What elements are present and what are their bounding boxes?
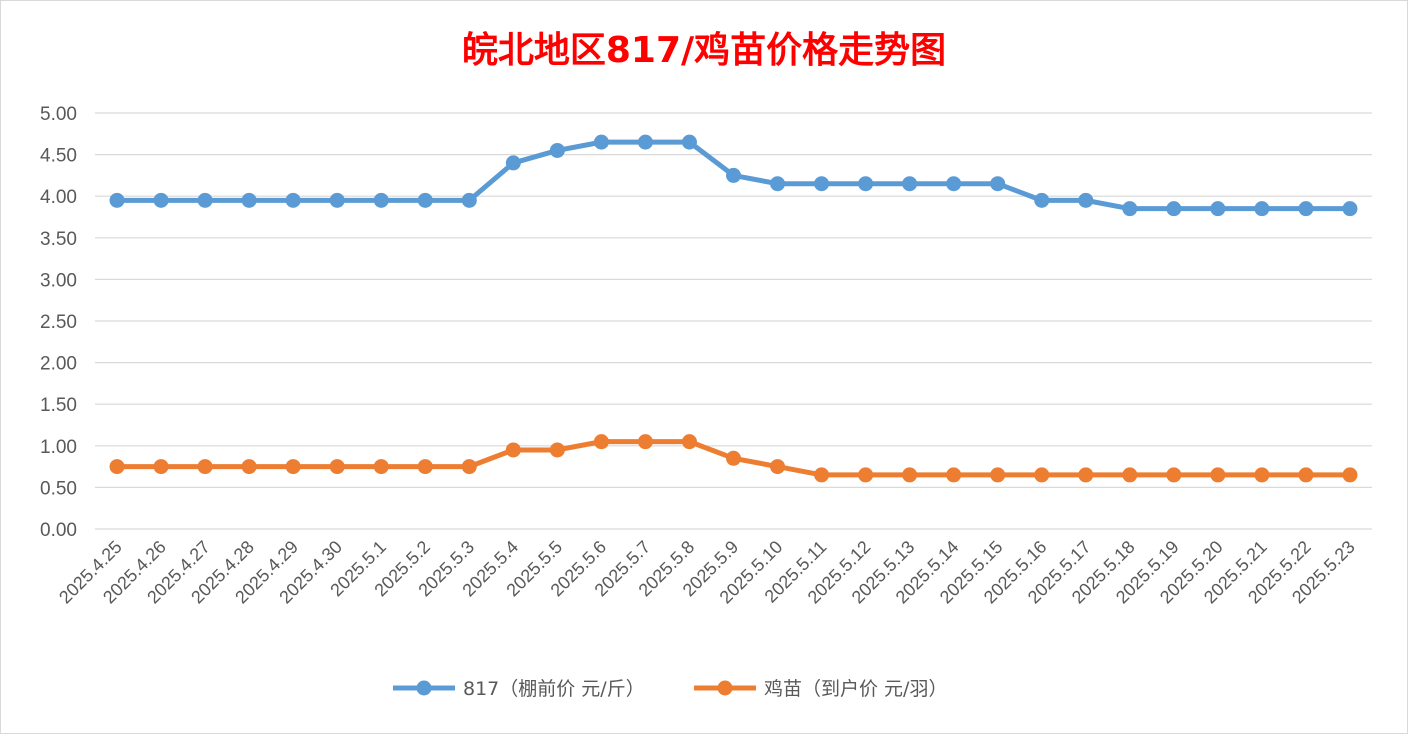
y-tick-label: 3.00 <box>40 270 77 291</box>
series-1 <box>109 134 1358 217</box>
legend-item-2: 鸡苗（到户价 元/羽） <box>694 678 947 700</box>
y-tick-label: 1.50 <box>40 395 77 416</box>
data-point <box>1254 201 1270 217</box>
data-point <box>285 459 301 475</box>
chart-title: 皖北地区817/鸡苗价格走势图 <box>462 30 946 71</box>
data-point <box>770 459 786 475</box>
y-tick-label: 5.00 <box>40 104 77 125</box>
legend-swatch-marker <box>717 680 733 696</box>
data-point <box>1078 192 1094 208</box>
data-point <box>770 176 786 192</box>
data-point <box>637 134 653 150</box>
y-tick-label: 4.50 <box>40 146 77 167</box>
data-point <box>1298 467 1314 483</box>
data-point <box>285 192 301 208</box>
data-point <box>902 467 918 483</box>
data-point <box>417 192 433 208</box>
data-point <box>814 176 830 192</box>
data-point <box>549 142 565 158</box>
data-point <box>329 192 345 208</box>
data-point <box>197 459 213 475</box>
data-point <box>1122 467 1138 483</box>
data-point <box>329 459 345 475</box>
data-point <box>417 459 433 475</box>
series-lines <box>109 134 1358 483</box>
data-point <box>593 434 609 450</box>
data-point <box>1034 192 1050 208</box>
legend-label: 817（棚前价 元/斤） <box>463 678 645 700</box>
data-point <box>153 459 169 475</box>
data-point <box>1254 467 1270 483</box>
data-point <box>1122 201 1138 217</box>
data-point <box>505 155 521 171</box>
series-2 <box>109 434 1358 483</box>
data-point <box>946 176 962 192</box>
y-tick-label: 1.00 <box>40 437 77 458</box>
data-point <box>1210 467 1226 483</box>
y-tick-label: 3.50 <box>40 229 77 250</box>
data-point <box>946 467 962 483</box>
y-tick-label: 2.00 <box>40 354 77 375</box>
data-point <box>241 192 257 208</box>
data-point <box>109 459 125 475</box>
data-point <box>637 434 653 450</box>
grid-lines <box>95 112 1372 530</box>
legend-item-1: 817（棚前价 元/斤） <box>393 678 645 700</box>
y-tick-label: 4.00 <box>40 187 77 208</box>
data-point <box>197 192 213 208</box>
data-point <box>593 134 609 150</box>
data-point <box>990 467 1006 483</box>
data-point <box>1342 467 1358 483</box>
legend-label: 鸡苗（到户价 元/羽） <box>764 678 947 700</box>
data-point <box>902 176 918 192</box>
data-point <box>1210 201 1226 217</box>
data-point <box>241 459 257 475</box>
data-point <box>858 176 874 192</box>
data-point <box>373 192 389 208</box>
data-point <box>1342 201 1358 217</box>
legend: 817（棚前价 元/斤） 鸡苗（到户价 元/羽） <box>393 678 947 700</box>
data-point <box>1166 201 1182 217</box>
data-point <box>1078 467 1094 483</box>
data-point <box>109 192 125 208</box>
data-point <box>681 134 697 150</box>
data-point <box>814 467 830 483</box>
y-axis-ticks: 0.00 0.50 1.00 1.50 2.00 2.50 3.00 3.50 4.00 4.50… <box>40 104 77 541</box>
data-point <box>681 434 697 450</box>
y-tick-label: 0.50 <box>40 478 77 499</box>
y-tick-label: 0.00 <box>40 520 77 541</box>
data-point <box>549 442 565 458</box>
data-point <box>1166 467 1182 483</box>
data-point <box>461 459 477 475</box>
data-point <box>373 459 389 475</box>
data-point <box>1034 467 1050 483</box>
data-point <box>990 176 1006 192</box>
data-point <box>461 192 477 208</box>
data-point <box>505 442 521 458</box>
data-point <box>726 450 741 466</box>
data-point <box>858 467 874 483</box>
data-point <box>153 192 169 208</box>
legend-swatch-marker <box>416 680 432 696</box>
data-point <box>726 167 741 183</box>
data-point <box>1298 201 1314 217</box>
y-tick-label: 2.50 <box>40 312 77 333</box>
